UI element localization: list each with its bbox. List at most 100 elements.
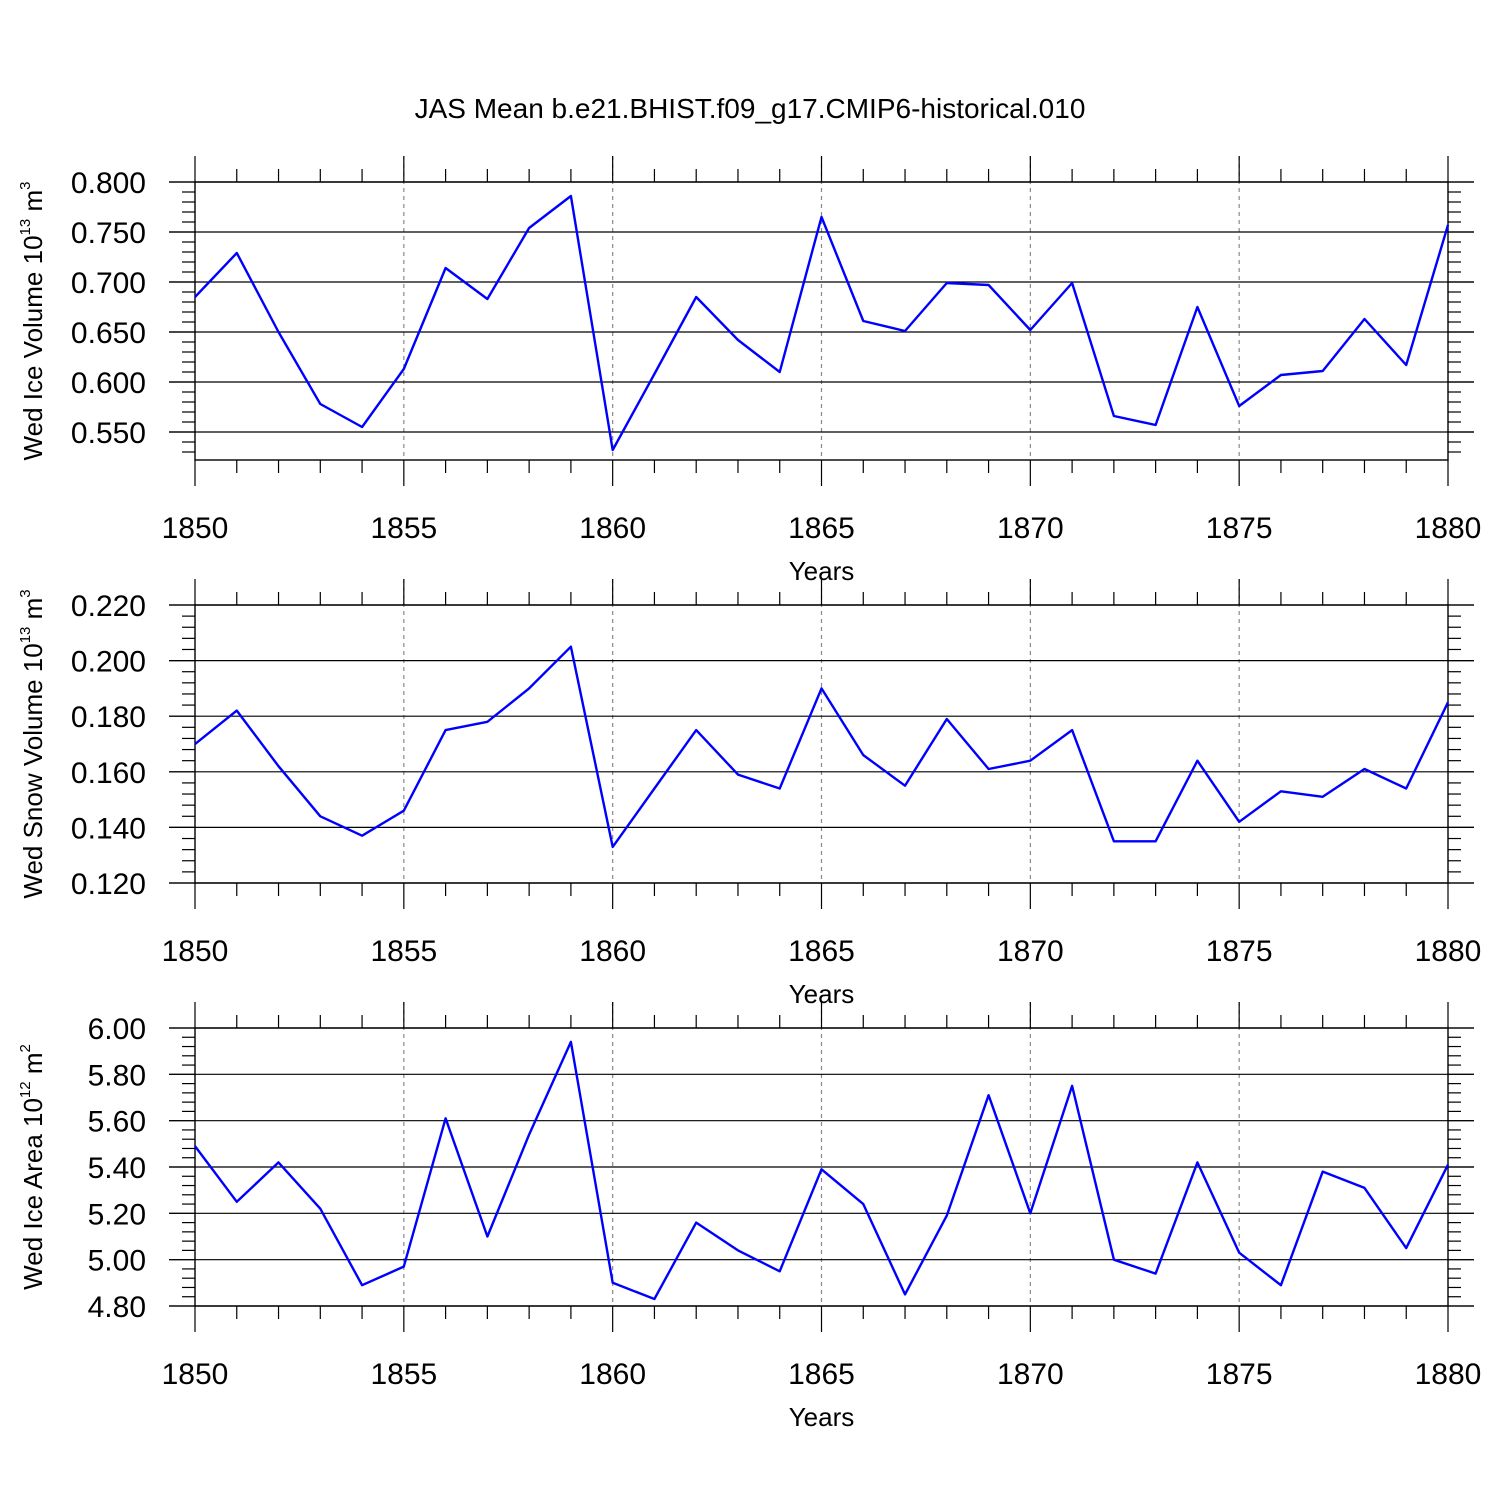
y-axis-title-exponent: 12 bbox=[17, 1081, 34, 1098]
data-point bbox=[1196, 1161, 1198, 1163]
data-point bbox=[821, 1168, 823, 1170]
y-tick-label: 0.180 bbox=[71, 701, 146, 734]
data-point bbox=[278, 331, 280, 333]
data-point bbox=[486, 1236, 488, 1238]
y-axis-title-exponent: 13 bbox=[17, 627, 34, 644]
x-tick-label: 1870 bbox=[997, 935, 1064, 968]
data-point bbox=[403, 810, 405, 812]
y-axis-title-unit-exponent: 3 bbox=[17, 589, 34, 597]
data-point bbox=[486, 298, 488, 300]
y-tick-label: 0.750 bbox=[71, 217, 146, 250]
x-tick-label: 1855 bbox=[370, 935, 437, 968]
data-point bbox=[1405, 364, 1407, 366]
data-point bbox=[1280, 1284, 1282, 1286]
panel-1: 1850 1855 1860 1865 1870 1875 1880 0.800 0.750 0.… bbox=[17, 156, 1481, 586]
y-tick-label: 0.800 bbox=[71, 167, 146, 200]
x-tick-label: 1875 bbox=[1206, 512, 1273, 545]
y-tick-label: 0.160 bbox=[71, 757, 146, 790]
data-point bbox=[653, 373, 655, 375]
panel-2: 1850 1855 1860 1865 1870 1875 1880 0.220 0.200 0.… bbox=[17, 579, 1481, 1009]
data-point bbox=[319, 815, 321, 817]
data-point bbox=[570, 1041, 572, 1043]
data-point bbox=[1113, 1259, 1115, 1261]
series-line bbox=[194, 645, 1450, 849]
data-point bbox=[1322, 796, 1324, 798]
data-point bbox=[1029, 760, 1031, 762]
y-tick-label: 0.700 bbox=[71, 267, 146, 300]
y-axis-title: Wed Ice Area 1012 m2 bbox=[17, 1044, 48, 1290]
data-point bbox=[821, 216, 823, 218]
y-tick-label: 0.200 bbox=[71, 646, 146, 679]
y-tick-label: 6.00 bbox=[88, 1013, 146, 1046]
y-tick-label: 5.80 bbox=[88, 1059, 146, 1092]
data-point bbox=[528, 687, 530, 689]
data-point bbox=[612, 1282, 614, 1284]
data-point bbox=[194, 1145, 196, 1147]
data-point bbox=[278, 1161, 280, 1163]
data-point bbox=[1363, 1187, 1365, 1189]
data-point bbox=[695, 296, 697, 298]
data-point bbox=[1029, 1212, 1031, 1214]
data-point bbox=[862, 754, 864, 756]
data-point bbox=[1155, 424, 1157, 426]
data-point bbox=[1447, 224, 1449, 226]
data-point bbox=[236, 710, 238, 712]
y-tick-label: 0.650 bbox=[71, 317, 146, 350]
y-tick-label: 0.120 bbox=[71, 868, 146, 901]
data-point bbox=[1196, 760, 1198, 762]
data-point bbox=[236, 252, 238, 254]
y-tick-label: 0.220 bbox=[71, 590, 146, 623]
data-point bbox=[1238, 1252, 1240, 1254]
data-point bbox=[570, 646, 572, 648]
x-tick-label: 1865 bbox=[788, 512, 855, 545]
data-point bbox=[403, 368, 405, 370]
y-axis-title-base: Wed Ice Area 10 bbox=[18, 1098, 48, 1290]
x-tick-label: 1860 bbox=[579, 1358, 646, 1391]
data-point bbox=[1113, 415, 1115, 417]
y-tick-label: 5.00 bbox=[88, 1245, 146, 1278]
y-tick-label: 4.80 bbox=[88, 1291, 146, 1324]
x-tick-label: 1860 bbox=[579, 512, 646, 545]
data-point bbox=[278, 765, 280, 767]
data-point bbox=[1405, 1247, 1407, 1249]
chart-title: JAS Mean b.e21.BHIST.f09_g17.CMIP6-histo… bbox=[415, 93, 1086, 124]
x-tick-label: 1855 bbox=[370, 512, 437, 545]
data-point bbox=[445, 267, 447, 269]
x-tick-label: 1880 bbox=[1415, 935, 1482, 968]
data-point bbox=[821, 687, 823, 689]
data-point bbox=[1363, 768, 1365, 770]
data-point bbox=[988, 1094, 990, 1096]
data-point bbox=[1071, 1085, 1073, 1087]
data-point bbox=[445, 729, 447, 731]
data-point bbox=[779, 787, 781, 789]
x-tick-label: 1865 bbox=[788, 1358, 855, 1391]
y-tick-label: 5.20 bbox=[88, 1198, 146, 1231]
data-point bbox=[486, 721, 488, 723]
data-point bbox=[194, 743, 196, 745]
x-tick-label: 1855 bbox=[370, 1358, 437, 1391]
data-point bbox=[361, 835, 363, 837]
data-point bbox=[570, 195, 572, 197]
data-point bbox=[1322, 1171, 1324, 1173]
data-point bbox=[1071, 282, 1073, 284]
data-point bbox=[904, 330, 906, 332]
data-point bbox=[737, 1249, 739, 1251]
data-point bbox=[1155, 1273, 1157, 1275]
series-line bbox=[194, 194, 1450, 452]
data-point bbox=[1238, 405, 1240, 407]
y-axis-title-unit: m bbox=[18, 190, 48, 219]
y-tick-label: 0.600 bbox=[71, 367, 146, 400]
y-axis-title-unit-exponent: 2 bbox=[17, 1044, 34, 1052]
data-point bbox=[1238, 821, 1240, 823]
y-axis-title-unit: m bbox=[18, 1053, 48, 1082]
data-point bbox=[1113, 840, 1115, 842]
data-point bbox=[862, 1203, 864, 1205]
data-point bbox=[612, 846, 614, 848]
x-tick-label: 1875 bbox=[1206, 1358, 1273, 1391]
data-point bbox=[695, 729, 697, 731]
data-point bbox=[862, 320, 864, 322]
x-tick-label: 1850 bbox=[162, 512, 229, 545]
x-tick-label: 1860 bbox=[579, 935, 646, 968]
data-point bbox=[612, 449, 614, 451]
